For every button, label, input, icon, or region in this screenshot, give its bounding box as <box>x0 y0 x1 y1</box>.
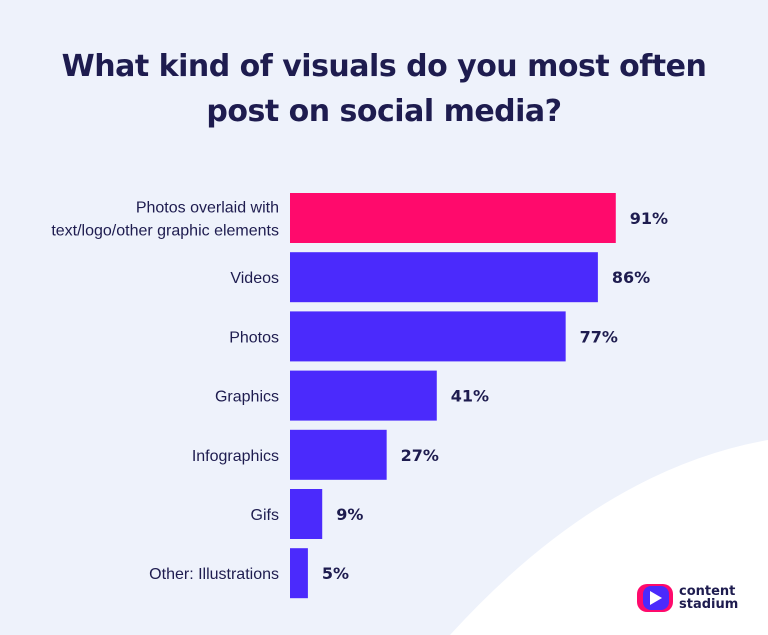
bar-4 <box>290 429 387 480</box>
category-label-6: Other: Illustrations <box>149 566 279 583</box>
chart-title-line-2: post on social media? <box>206 94 562 129</box>
bar-1 <box>290 252 598 303</box>
bar-3 <box>290 370 437 421</box>
content-stadium-play-icon <box>637 584 673 612</box>
chart-title: What kind of visuals do you most often p… <box>0 44 768 134</box>
bar-2 <box>290 311 566 362</box>
value-label-6: 5% <box>322 564 349 583</box>
category-label-2: Photos <box>229 329 279 346</box>
category-label-4: Infographics <box>192 448 279 465</box>
category-label-0-line-1: text/logo/other graphic elements <box>51 223 279 240</box>
bar-6 <box>290 548 308 599</box>
brand-name-line-1: content <box>679 584 736 599</box>
bar-5 <box>290 489 323 539</box>
value-label-1: 86% <box>612 268 650 287</box>
category-label-3: Graphics <box>215 389 279 406</box>
content-stadium-logo: content stadium <box>637 584 738 612</box>
value-label-0: 91% <box>630 209 668 228</box>
value-label-4: 27% <box>401 446 439 465</box>
category-label-1: Videos <box>230 270 279 287</box>
category-label-0-line-0: Photos overlaid with <box>136 200 279 217</box>
brand-name-line-2: stadium <box>679 597 739 612</box>
category-label-5: Gifs <box>251 507 279 524</box>
value-label-2: 77% <box>580 327 618 346</box>
bar-0 <box>290 193 616 243</box>
value-label-5: 9% <box>336 505 363 524</box>
value-label-3: 41% <box>451 387 489 406</box>
chart-title-line-1: What kind of visuals do you most often <box>61 49 707 84</box>
